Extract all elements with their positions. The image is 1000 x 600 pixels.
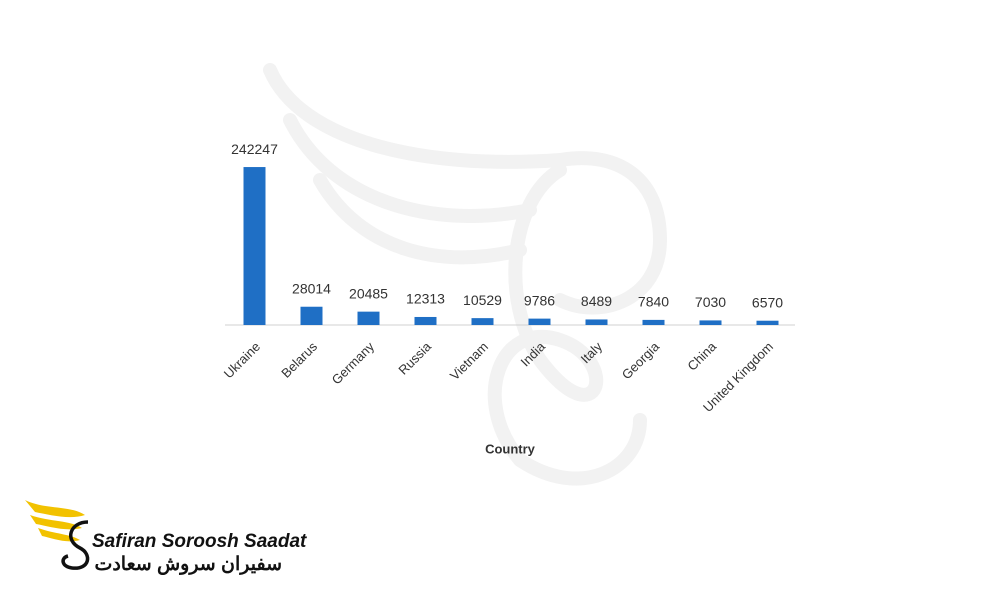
data-label: 7030 (695, 294, 726, 310)
x-tick-label: Belarus (278, 339, 320, 381)
bar (528, 318, 551, 325)
data-label: 6570 (752, 294, 783, 310)
bar (756, 320, 779, 325)
bar (414, 316, 437, 325)
bar (300, 306, 323, 325)
data-label: 20485 (349, 285, 388, 301)
bar (699, 320, 722, 325)
data-label: 9786 (524, 292, 555, 308)
bar (357, 311, 380, 325)
x-tick-label: Russia (395, 338, 434, 377)
logo-name: Safiran Soroosh Saadat (92, 531, 307, 552)
logo-swan (61, 520, 90, 570)
bar (243, 167, 266, 325)
logo-name-fa: سفیران سروش سعادت (94, 554, 282, 575)
x-tick-label: Germany (329, 339, 378, 388)
data-label: 242247 (231, 141, 278, 157)
data-label: 12313 (406, 291, 445, 307)
logo-wing (25, 500, 85, 542)
data-label: 28014 (292, 280, 331, 296)
watermark (263, 63, 668, 486)
x-tick-label: Georgia (619, 338, 663, 382)
data-label: 10529 (463, 292, 502, 308)
x-tick-label: Ukraine (221, 339, 263, 381)
bar (642, 319, 665, 325)
bar (471, 318, 494, 325)
logo: Safiran Soroosh Saadat سفیران سروش سعادت (25, 500, 307, 575)
data-label: 7840 (638, 294, 669, 310)
data-label: 8489 (581, 293, 612, 309)
x-tick-label: China (684, 338, 719, 373)
x-axis-title: Country (485, 441, 536, 456)
x-tick-label: Vietnam (447, 339, 491, 383)
bar (585, 319, 608, 325)
